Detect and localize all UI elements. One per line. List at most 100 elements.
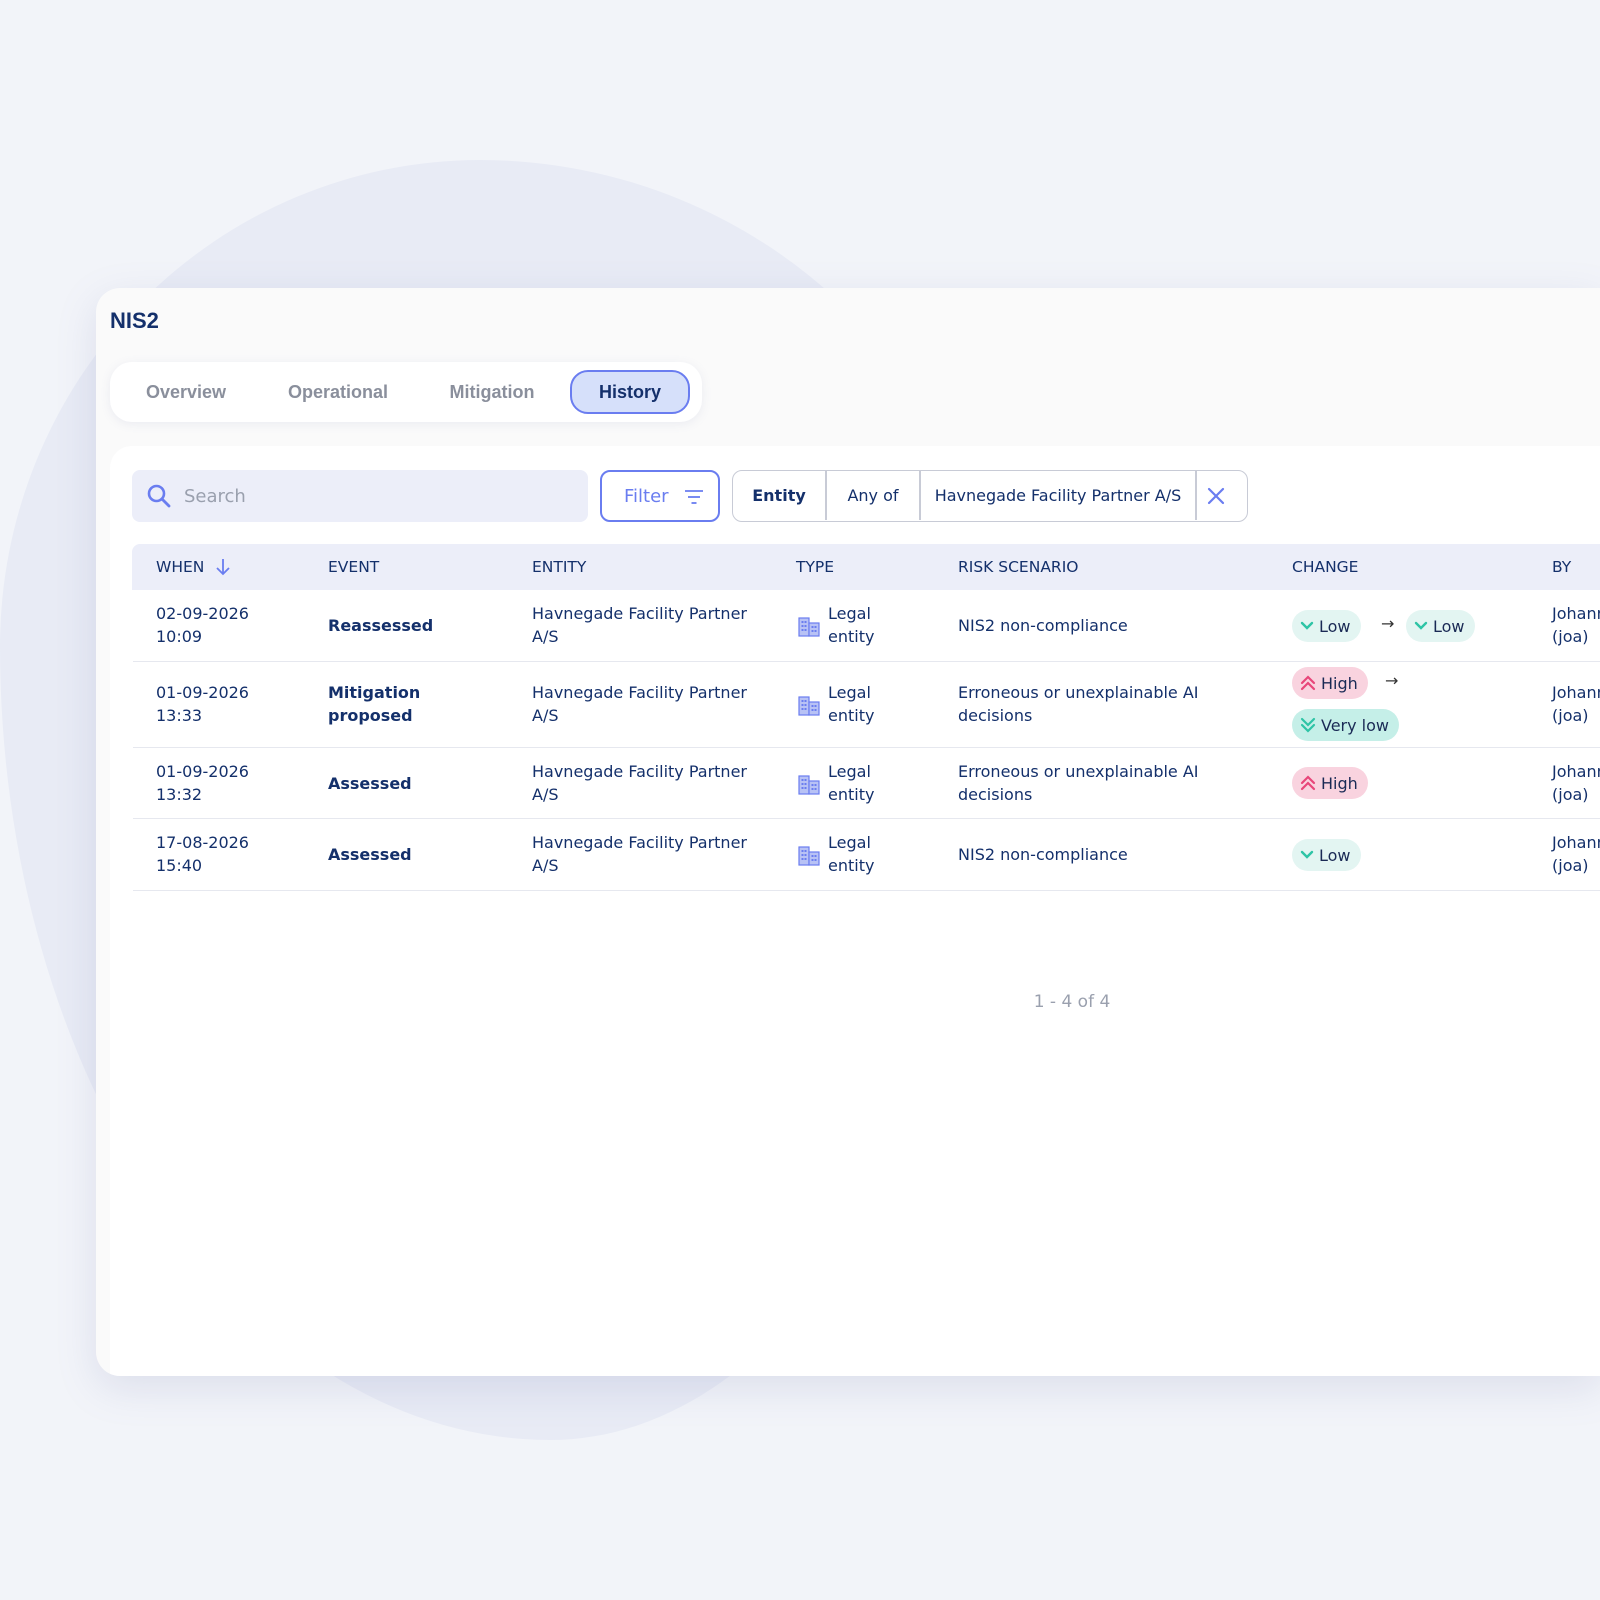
- type-line: entity: [828, 627, 875, 646]
- double-chevron-up-icon: [1300, 675, 1316, 691]
- active-filter-chip: Entity Any of Havnegade Facility Partner…: [732, 470, 1248, 522]
- user-name: Johann: [1552, 683, 1600, 702]
- event-cell: Mitigation proposed: [328, 681, 420, 727]
- entity-cell[interactable]: Havnegade Facility Partner A/S: [532, 681, 747, 727]
- risk-level-badge: Low: [1292, 839, 1361, 871]
- tab-bar: Overview Operational Mitigation History: [110, 362, 702, 422]
- time: 13:32: [156, 785, 203, 804]
- tab-history[interactable]: History: [570, 370, 690, 414]
- date: 01-09-2026: [156, 762, 249, 781]
- tab-mitigation[interactable]: Mitigation: [449, 382, 535, 402]
- by-cell: Johann (joa): [1552, 681, 1600, 727]
- user-name: Johann: [1552, 604, 1600, 623]
- table-row[interactable]: 01-09-2026 13:33 Mitigation proposed Hav…: [133, 662, 1600, 748]
- risk-level-badge: Low: [1406, 610, 1475, 642]
- entity-cell[interactable]: Havnegade Facility Partner A/S: [532, 831, 747, 877]
- user-name: Johann: [1552, 762, 1600, 781]
- chip-divider: [825, 471, 827, 520]
- when-cell: 02-09-2026 10:09: [156, 602, 249, 648]
- by-cell: Johann (joa): [1552, 602, 1600, 648]
- badge-label: Low: [1319, 616, 1351, 636]
- filter-label: Filter: [624, 486, 669, 507]
- arrow-down-icon[interactable]: [214, 557, 232, 577]
- risk-scenario-cell[interactable]: Erroneous or unexplainable AI decisions: [958, 681, 1199, 727]
- table-row[interactable]: 02-09-2026 10:09 Reassessed Havnegade Fa…: [133, 590, 1600, 662]
- time: 15:40: [156, 856, 203, 875]
- search-input[interactable]: [184, 470, 574, 522]
- column-header-change: CHANGE: [1292, 558, 1359, 576]
- table-row[interactable]: 17-08-2026 15:40 Assessed Havnegade Faci…: [133, 819, 1600, 891]
- table-header: WHEN EVENT ENTITY TYPE RISK SCENARIO CHA…: [132, 544, 1600, 590]
- chip-divider: [1195, 471, 1197, 520]
- tab-overview[interactable]: Overview: [145, 382, 227, 402]
- type-line: Legal: [828, 762, 871, 781]
- type-cell: Legal entity: [828, 831, 874, 877]
- chip-divider: [919, 471, 921, 520]
- entity-line: A/S: [532, 706, 559, 725]
- search-box[interactable]: [132, 470, 588, 522]
- change-arrow: →: [1385, 671, 1399, 690]
- page-title: NIS2: [110, 308, 159, 333]
- column-header-risk-scenario: RISK SCENARIO: [958, 558, 1079, 576]
- event-line: Mitigation: [328, 683, 421, 702]
- chevron-down-icon: [1300, 850, 1314, 859]
- risk-level-badge: High: [1292, 667, 1368, 699]
- badge-label: Low: [1319, 845, 1351, 865]
- close-icon[interactable]: [1205, 485, 1227, 507]
- type-line: Legal: [828, 683, 871, 702]
- entity-line: Havnegade Facility Partner: [532, 683, 747, 702]
- history-card: Filter Entity Any of Havnegade Facility …: [110, 446, 1600, 1376]
- user-initials: (joa): [1552, 706, 1589, 725]
- when-cell: 01-09-2026 13:32: [156, 760, 249, 806]
- column-header-event: EVENT: [328, 558, 380, 576]
- user-initials: (joa): [1552, 627, 1589, 646]
- column-header-type: TYPE: [796, 558, 835, 576]
- double-chevron-down-icon: [1300, 717, 1316, 733]
- filter-lines-icon: [685, 490, 703, 504]
- filter-button[interactable]: Filter: [600, 470, 720, 522]
- risk-level-badge: Low: [1292, 610, 1361, 642]
- entity-line: Havnegade Facility Partner: [532, 604, 747, 623]
- date: 01-09-2026: [156, 683, 249, 702]
- chip-field[interactable]: Entity: [752, 486, 806, 505]
- time: 13:33: [156, 706, 203, 725]
- event-cell: Assessed: [328, 774, 412, 793]
- building-icon: [798, 775, 820, 795]
- chip-value[interactable]: Havnegade Facility Partner A/S: [934, 486, 1182, 505]
- tab-operational[interactable]: Operational: [287, 382, 389, 402]
- by-cell: Johann (joa): [1552, 760, 1600, 806]
- by-cell: Johann (joa): [1552, 831, 1600, 877]
- pagination-label: 1 - 4 of 4: [1033, 992, 1111, 1012]
- type-line: Legal: [828, 604, 871, 623]
- user-initials: (joa): [1552, 856, 1589, 875]
- when-cell: 17-08-2026 15:40: [156, 831, 249, 877]
- building-icon: [798, 846, 820, 866]
- building-icon: [798, 696, 820, 716]
- type-cell: Legal entity: [828, 760, 874, 806]
- column-header-by: BY: [1552, 558, 1572, 576]
- risk-line: decisions: [958, 785, 1033, 804]
- risk-level-badge: Very low: [1292, 709, 1399, 741]
- entity-line: Havnegade Facility Partner: [532, 762, 747, 781]
- risk-scenario-cell[interactable]: NIS2 non-compliance: [958, 845, 1128, 864]
- entity-cell[interactable]: Havnegade Facility Partner A/S: [532, 602, 747, 648]
- entity-line: Havnegade Facility Partner: [532, 833, 747, 852]
- column-header-when[interactable]: WHEN: [156, 558, 205, 576]
- entity-line: A/S: [532, 627, 559, 646]
- event-cell: Reassessed: [328, 616, 434, 635]
- risk-line: Erroneous or unexplainable AI: [958, 762, 1199, 781]
- risk-line: decisions: [958, 706, 1033, 725]
- type-line: entity: [828, 856, 875, 875]
- change-arrow: →: [1381, 614, 1395, 633]
- table-row[interactable]: 01-09-2026 13:32 Assessed Havnegade Faci…: [133, 748, 1600, 819]
- risk-scenario-cell[interactable]: NIS2 non-compliance: [958, 616, 1128, 635]
- chip-operator[interactable]: Any of: [847, 486, 899, 505]
- entity-cell[interactable]: Havnegade Facility Partner A/S: [532, 760, 747, 806]
- type-line: Legal: [828, 833, 871, 852]
- risk-level-badge: High: [1292, 767, 1368, 799]
- badge-label: Very low: [1321, 715, 1389, 735]
- badge-label: High: [1321, 673, 1358, 693]
- risk-panel: NIS2 Overview Operational Mitigation His…: [96, 288, 1600, 1376]
- risk-scenario-cell[interactable]: Erroneous or unexplainable AI decisions: [958, 760, 1199, 806]
- date: 02-09-2026: [156, 604, 249, 623]
